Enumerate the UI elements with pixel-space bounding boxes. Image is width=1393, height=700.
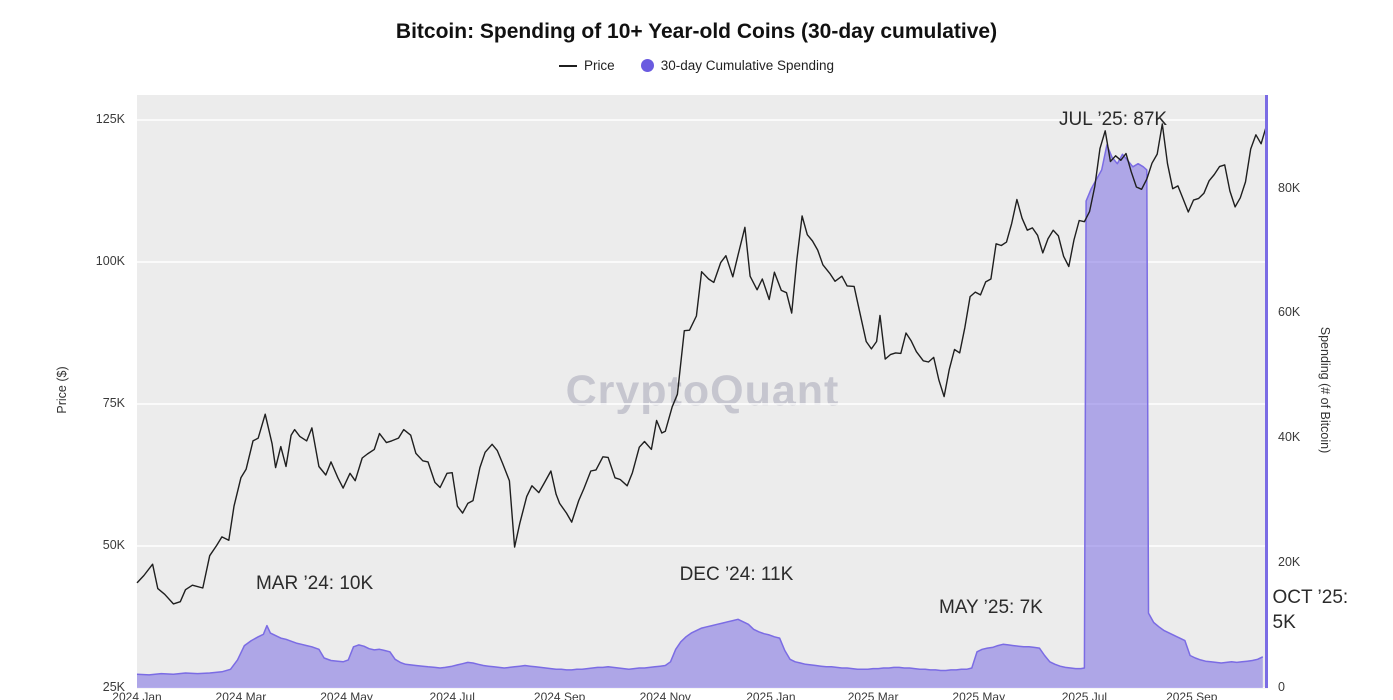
plot-svg[interactable] <box>136 95 1268 689</box>
x-axis-tick-label: 2025 Jan <box>746 690 796 700</box>
x-axis-tick-label: 2025 Jul <box>1061 690 1108 700</box>
annotation: DEC ’24: 11K <box>679 564 794 586</box>
legend-label-price: Price <box>583 58 615 73</box>
right-axis-tick-label: 60K <box>1278 305 1301 320</box>
right-axis-tick-label: 40K <box>1278 430 1301 445</box>
right-axis-tick-label: 0 <box>1278 680 1285 694</box>
left-axis-tick-label: 25K <box>102 680 125 694</box>
left-axis-tick-label: 100K <box>95 253 125 268</box>
x-axis-tick-label: 2024 Mar <box>215 690 267 700</box>
spending-outline <box>136 144 1264 676</box>
legend-item-spending[interactable]: 30-day Cumulative Spending <box>640 58 835 73</box>
watermark: CryptoQuant <box>565 367 840 415</box>
x-axis-tick-label: 2025 May <box>952 690 1006 700</box>
annotation: JUL ’25: 87K <box>1059 109 1168 131</box>
legend-item-price[interactable]: Price <box>558 58 615 73</box>
right-axis-tick-label: 80K <box>1278 180 1301 195</box>
x-axis-tick-label: 2024 May <box>320 690 373 700</box>
spending-dot-swatch-icon <box>640 59 654 72</box>
spending-area <box>137 144 1263 688</box>
annotation: MAR ’24: 10K <box>255 573 374 595</box>
plot-area[interactable]: CryptoQuant <box>136 95 1268 689</box>
right-axis-title: Spending (# of Bitcoin) <box>1318 326 1332 454</box>
x-axis-tick-label: 2025 Mar <box>847 690 899 700</box>
right-axis-tick-label: 20K <box>1278 555 1301 570</box>
annotation: MAY ’25: 7K <box>938 597 1043 619</box>
legend: Price 30-day Cumulative Spending <box>0 58 1393 73</box>
price-line <box>136 123 1267 605</box>
legend-label-spending: 30-day Cumulative Spending <box>660 58 835 73</box>
annotation: OCT ’25: 5K <box>1272 587 1349 633</box>
left-axis-tick-label: 75K <box>102 395 125 410</box>
price-line-swatch-icon <box>558 64 577 67</box>
left-axis-tick-label: 50K <box>102 537 125 552</box>
x-axis-tick-label: 2024 Jul <box>429 690 475 700</box>
x-axis-tick-label: 2024 Jan <box>112 690 162 700</box>
chart-title: Bitcoin: Spending of 10+ Year-old Coins … <box>395 20 998 43</box>
x-axis-tick-label: 2025 Sep <box>1166 690 1218 700</box>
left-axis-tick-label: 125K <box>95 111 125 126</box>
x-axis-tick-label: 2024 Nov <box>639 690 691 700</box>
x-axis-tick-label: 2024 Sep <box>533 690 586 700</box>
